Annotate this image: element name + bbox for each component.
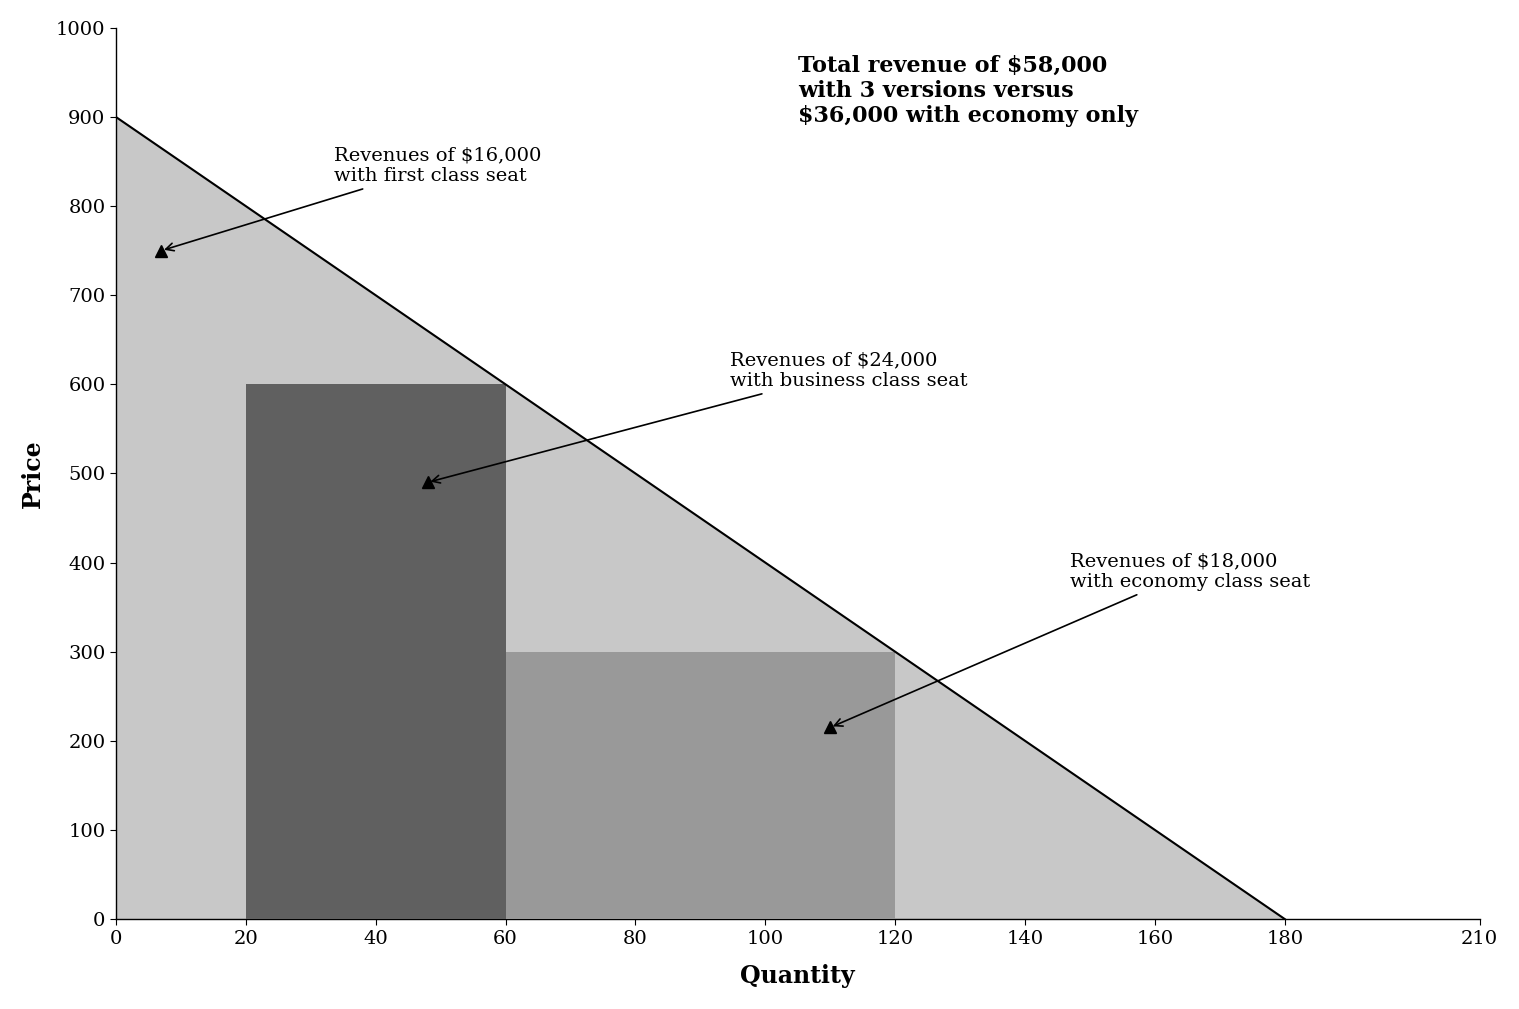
Text: Revenues of $16,000
with first class seat: Revenues of $16,000 with first class sea…	[166, 146, 541, 250]
Polygon shape	[115, 117, 1285, 919]
Text: Total revenue of $58,000
with 3 versions versus
$36,000 with economy only: Total revenue of $58,000 with 3 versions…	[797, 54, 1138, 127]
Text: Revenues of $18,000
with economy class seat: Revenues of $18,000 with economy class s…	[834, 552, 1311, 726]
Text: Revenues of $24,000
with business class seat: Revenues of $24,000 with business class …	[431, 351, 968, 483]
X-axis label: Quantity: Quantity	[740, 965, 855, 988]
Polygon shape	[246, 384, 506, 919]
Polygon shape	[115, 206, 246, 919]
Polygon shape	[506, 652, 895, 919]
Y-axis label: Price: Price	[21, 439, 46, 508]
